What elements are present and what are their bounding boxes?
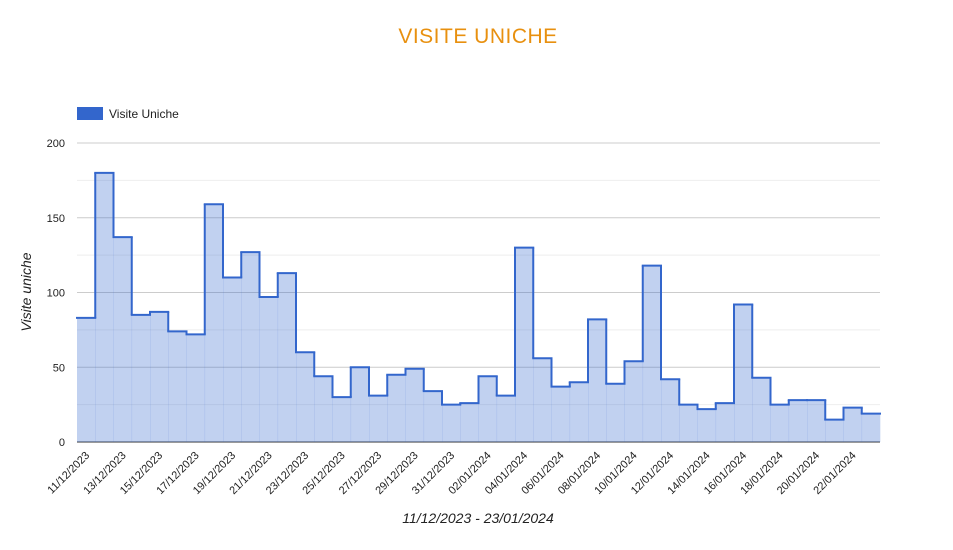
area-step [95,172,114,442]
area-step [460,403,479,442]
area-step [168,331,187,442]
area-step [369,395,388,442]
area-step [624,361,644,442]
area-step [533,358,552,442]
area-step [515,247,534,442]
area-step [186,334,206,442]
area-step [223,277,242,442]
area-step [825,419,844,442]
area-step [350,367,370,442]
area-step [734,304,753,442]
area-step [679,404,698,442]
area-step [387,374,406,442]
area-step [788,400,808,442]
y-tick-label: 50 [53,362,65,374]
area-step [277,273,297,442]
area-step [77,317,96,442]
area-step [150,311,169,442]
area-step [259,296,279,442]
area-step [642,265,662,442]
area-step [861,413,881,442]
area-step [551,386,571,442]
area-step [442,404,461,442]
y-tick-label: 150 [47,213,65,225]
area-step [296,352,315,442]
area-step [606,383,625,442]
area-step [423,391,443,442]
y-tick-label: 100 [47,288,65,300]
chart-title: VISITE UNICHE [398,25,557,48]
legend-label: Visite Uniche [109,107,179,121]
area-step [113,237,133,442]
area-step [131,314,151,442]
area-step [770,404,790,442]
y-axis-title: Visite uniche [18,252,34,331]
x-axis-title: 11/12/2023 - 23/01/2024 [402,510,554,526]
area-step [843,407,863,442]
y-tick-label: 0 [59,437,65,449]
area-step [478,376,498,442]
area-step [697,409,717,442]
area-step [569,382,589,442]
area-step [405,368,425,442]
area-step [715,403,735,442]
area-step [314,376,333,442]
area-step [588,319,607,442]
area-step [752,377,771,442]
area-step [496,395,516,442]
area-step [204,204,224,442]
area-step [661,379,680,442]
area-step [807,400,826,442]
y-tick-label: 200 [47,138,65,150]
area-step [241,252,260,442]
legend-swatch [77,107,103,120]
area-step [332,397,352,442]
